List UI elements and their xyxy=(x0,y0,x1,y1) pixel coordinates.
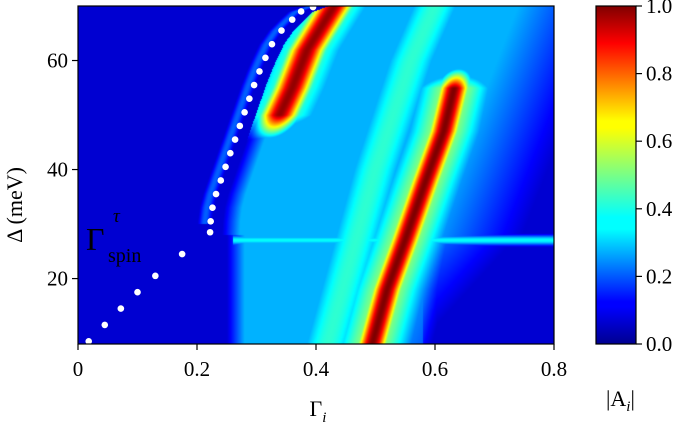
colorbar-tick-label: 0.6 xyxy=(646,129,672,153)
x-tick-label: 0.8 xyxy=(541,357,567,381)
colorbar-tick-label: 0.8 xyxy=(646,62,672,86)
dotted-line-point xyxy=(236,122,244,130)
dotted-line-point xyxy=(178,250,186,258)
dotted-line-point xyxy=(256,68,263,75)
y-axis-label: Δ (meV) xyxy=(2,167,27,243)
dotted-line-point xyxy=(209,204,216,212)
dotted-line-point xyxy=(101,321,109,329)
colorbar-tick-label: 1.0 xyxy=(646,0,672,18)
dotted-line-point xyxy=(117,305,125,312)
dotted-line-point xyxy=(222,163,229,171)
dotted-line-point xyxy=(207,218,214,225)
y-tick-label: 40 xyxy=(47,158,68,182)
dotted-line-point xyxy=(134,288,141,296)
gamma-spin-superscript: τ xyxy=(113,206,121,227)
dotted-line-point xyxy=(227,149,234,157)
dotted-line-point xyxy=(217,177,225,184)
colorbar-tick-label: 0.0 xyxy=(646,332,672,356)
dotted-line-point xyxy=(246,95,253,102)
dotted-line-point xyxy=(212,190,220,198)
dotted-line-point xyxy=(85,337,93,344)
dotted-line-point xyxy=(262,54,269,62)
y-axis-ticks: 20 40 60 xyxy=(47,49,78,291)
x-axis-ticks: 0 0.2 0.4 0.6 0.8 xyxy=(73,344,567,381)
dotted-line-point xyxy=(288,16,296,23)
colorbar-tick-label: 0.4 xyxy=(646,197,673,221)
dotted-line-point xyxy=(231,136,239,143)
y-tick-label: 20 xyxy=(47,267,68,291)
colorbar-tick-label: 0.2 xyxy=(646,264,672,288)
dotted-line-point xyxy=(268,40,276,48)
colorbar-ticks: 0.0 0.2 0.4 0.6 0.8 1.0 xyxy=(636,0,673,356)
heatmap-image xyxy=(78,6,554,344)
x-tick-label: 0.2 xyxy=(184,357,210,381)
x-axis-label: Γi xyxy=(310,396,327,426)
y-tick-label: 60 xyxy=(47,49,68,73)
gamma-spin-subscript: spin xyxy=(108,245,141,267)
x-tick-label: 0.4 xyxy=(303,357,330,381)
x-tick-label: 0.6 xyxy=(422,357,448,381)
dotted-line-point xyxy=(152,272,159,280)
dotted-line-point xyxy=(241,109,248,116)
dotted-line-point xyxy=(206,228,214,236)
dotted-line-point xyxy=(278,27,285,34)
colorbar-label: |Ai| xyxy=(606,386,635,415)
dotted-line xyxy=(85,6,317,344)
colorbar xyxy=(595,5,637,345)
dotted-line-point xyxy=(250,81,258,89)
dotted-line-point xyxy=(309,6,317,11)
x-tick-label: 0 xyxy=(73,357,84,381)
dotted-line-point xyxy=(297,8,305,15)
gamma-spin-annotation: Γ xyxy=(86,221,105,257)
